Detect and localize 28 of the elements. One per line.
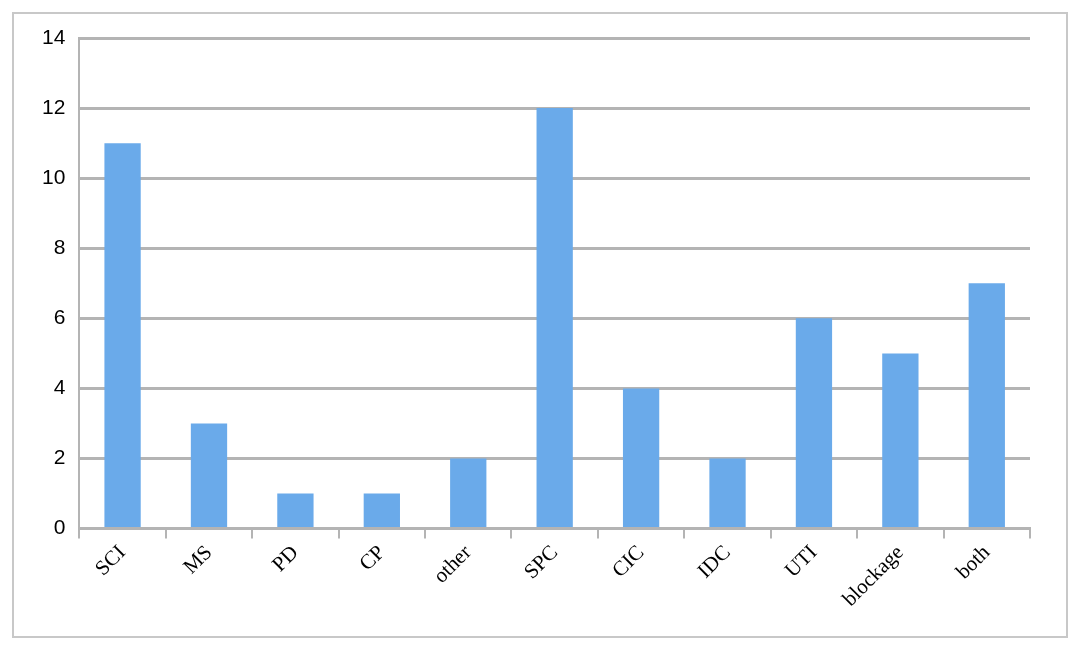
bar (536, 108, 573, 528)
y-tick-label: 6 (53, 305, 66, 329)
x-tick-label: MS (177, 539, 217, 579)
bar (882, 353, 919, 528)
bar (968, 283, 1005, 528)
bar (277, 493, 314, 528)
y-tick-label: 14 (42, 24, 66, 48)
y-tick-label: 12 (42, 94, 66, 118)
x-tick-label: UTI (779, 539, 822, 582)
y-tick-label: 10 (42, 164, 66, 188)
y-tick-label: 8 (53, 235, 66, 259)
x-tick-label: PD (266, 539, 303, 576)
bar (363, 493, 400, 528)
bar (795, 318, 833, 528)
x-tick-label: both (950, 539, 995, 584)
y-tick-label: 0 (53, 515, 66, 539)
x-tick-label: SPC (518, 539, 563, 584)
bar (709, 458, 746, 528)
x-tick-label: CIC (606, 539, 649, 582)
bar (450, 458, 487, 528)
y-tick-label: 2 (53, 445, 66, 469)
y-tick-label: 4 (53, 375, 66, 399)
x-tick-label: IDC (692, 539, 735, 583)
bar (190, 423, 228, 528)
bar (622, 388, 660, 528)
bar (104, 143, 141, 528)
x-tick-label: CP (354, 539, 390, 576)
x-tick-label: SCI (89, 539, 131, 581)
